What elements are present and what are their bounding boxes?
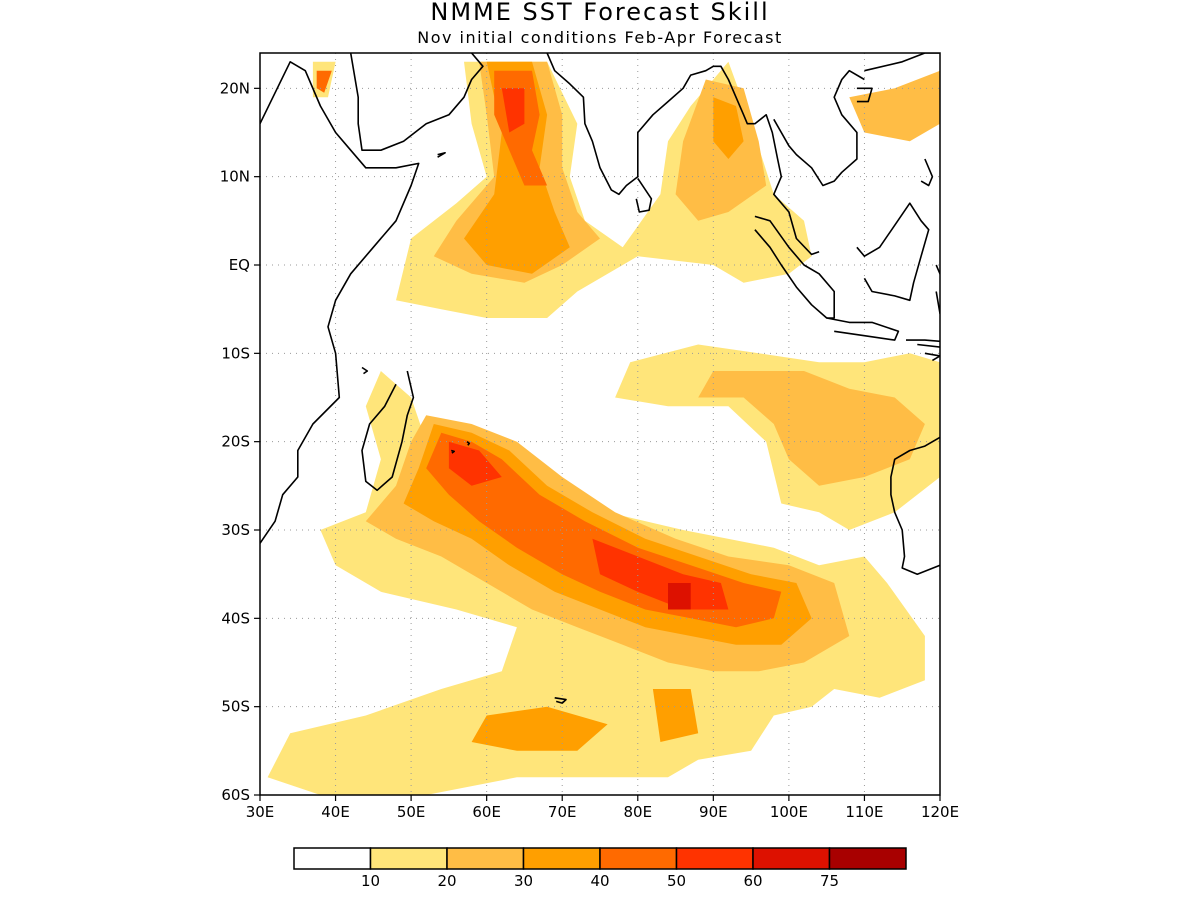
coastline-sulawesi	[935, 264, 940, 315]
colorbar-swatch-1	[369, 847, 448, 870]
coastline-timor	[924, 352, 940, 362]
lat-tick-label: 40S	[221, 609, 250, 627]
lon-tick-label: 40E	[321, 803, 350, 821]
lon-tick-label: 60E	[472, 803, 501, 821]
coastline-indochina	[773, 69, 865, 187]
colorbar-label: 40	[590, 872, 609, 890]
coastline-sri-lanka	[635, 177, 653, 213]
lon-tick-label: 120E	[921, 803, 959, 821]
coastline-socotra	[437, 152, 446, 158]
skill-region-20-18	[849, 70, 940, 142]
colorbar-label: 10	[361, 872, 380, 890]
colorbar-swatch-0	[293, 847, 372, 870]
lon-tick-label: 110E	[845, 803, 883, 821]
colorbar-swatch-7	[828, 847, 907, 870]
coastline-india-coast	[546, 53, 820, 256]
colorbar: 10 20 30 40 50 60 75	[293, 847, 907, 890]
colorbar-swatch-4	[599, 847, 678, 870]
lat-tick-label: 30S	[221, 521, 250, 539]
lon-tick-label: 30E	[246, 803, 275, 821]
colorbar-swatch-3	[522, 847, 601, 870]
colorbar-label: 20	[437, 872, 456, 890]
colorbar-label: 50	[667, 872, 686, 890]
plot-frame	[259, 52, 941, 796]
coastline-layer	[260, 53, 940, 704]
coastline-australia-west	[890, 436, 940, 575]
lat-tick-label: 60S	[221, 786, 250, 804]
colorbar-swatch-2	[446, 847, 525, 870]
skill-region-20-9	[698, 371, 925, 486]
lat-tick-label: 20N	[220, 79, 250, 97]
lon-tick-label: 50E	[397, 803, 426, 821]
map-subtitle: Nov initial conditions Feb-Apr Forecast	[417, 28, 783, 47]
gridlines	[260, 53, 940, 795]
colorbar-label: 75	[820, 872, 839, 890]
colorbar-label: 30	[514, 872, 533, 890]
skill-region-30-6	[713, 97, 744, 159]
coastline-africa-coast	[260, 61, 420, 544]
colorbar-swatch-5	[675, 847, 754, 870]
colorbar-label: 60	[743, 872, 762, 890]
skill-region-50-4	[501, 88, 525, 133]
skill-region-50-14	[592, 538, 729, 610]
coastline-hainan	[856, 87, 873, 103]
coastline-mauritius	[466, 441, 471, 446]
coastline-arabia-coast	[349, 53, 484, 151]
coastline-hainan-north	[864, 53, 940, 72]
skill-region-40-17	[316, 70, 332, 93]
coastline-madagascar	[361, 370, 415, 492]
coastline-lesser-sunda	[906, 339, 940, 348]
coastline-comoros	[361, 366, 369, 375]
coastline-borneo	[856, 202, 930, 302]
lon-tick-label: 90E	[699, 803, 728, 821]
skill-region-60-15	[668, 583, 691, 610]
lat-tick-label: 10S	[221, 344, 250, 362]
lon-tick-label: 70E	[548, 803, 577, 821]
lat-tick-label: EQ	[229, 256, 250, 274]
skill-region-50-13	[448, 441, 502, 486]
coastline-reunion	[450, 449, 455, 454]
coastline-sumatra	[754, 215, 835, 319]
skill-region-30-19	[471, 706, 608, 751]
map-title: NMME SST Forecast Skill	[430, 0, 770, 26]
colorbar-swatch-6	[752, 847, 831, 870]
coastline-luzon-south	[920, 158, 934, 187]
coastline-kerguelen	[554, 697, 567, 704]
lat-tick-label: 20S	[221, 433, 250, 451]
lat-tick-label: 10N	[220, 168, 250, 186]
lat-tick-label: 50S	[221, 698, 250, 716]
lon-tick-label: 80E	[623, 803, 652, 821]
skill-region-30-20	[652, 689, 699, 742]
lon-tick-label: 100E	[770, 803, 808, 821]
coastline-java	[826, 317, 900, 341]
